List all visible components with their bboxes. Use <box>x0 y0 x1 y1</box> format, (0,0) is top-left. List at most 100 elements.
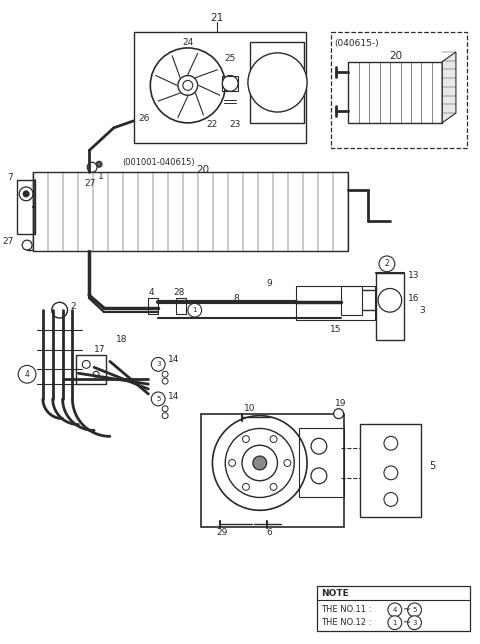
Text: 27: 27 <box>84 180 96 189</box>
Circle shape <box>87 162 97 172</box>
Circle shape <box>270 484 277 490</box>
Circle shape <box>311 439 327 454</box>
Circle shape <box>284 460 291 466</box>
Circle shape <box>242 435 250 442</box>
Bar <box>176 298 186 314</box>
Text: (001001-040615): (001001-040615) <box>122 158 194 167</box>
Bar <box>76 355 106 384</box>
Text: THE NO.11 :: THE NO.11 : <box>321 605 371 614</box>
Circle shape <box>242 484 250 490</box>
Circle shape <box>388 616 402 630</box>
Bar <box>341 285 362 315</box>
Text: 1: 1 <box>393 620 397 626</box>
Text: 6: 6 <box>267 529 273 538</box>
Text: 4: 4 <box>393 607 397 613</box>
Text: 25: 25 <box>225 54 236 63</box>
Text: 21: 21 <box>211 14 224 23</box>
Circle shape <box>22 240 32 250</box>
Text: 1: 1 <box>192 307 197 313</box>
Text: 2: 2 <box>71 302 76 310</box>
Circle shape <box>151 392 165 406</box>
Bar <box>33 172 348 251</box>
Text: 22: 22 <box>207 120 218 129</box>
Circle shape <box>253 456 267 470</box>
Text: 10: 10 <box>244 404 256 413</box>
Bar <box>296 285 375 320</box>
Text: 20: 20 <box>389 51 402 61</box>
Text: 2: 2 <box>384 260 389 269</box>
Circle shape <box>82 361 90 368</box>
Text: 20: 20 <box>196 165 209 175</box>
Bar <box>376 272 404 340</box>
Circle shape <box>334 409 344 419</box>
Circle shape <box>188 303 202 317</box>
Circle shape <box>150 48 225 123</box>
Text: NOTE: NOTE <box>321 589 348 598</box>
Circle shape <box>248 53 307 112</box>
Circle shape <box>311 468 327 484</box>
Bar <box>331 32 467 149</box>
Circle shape <box>23 191 29 197</box>
Text: 4: 4 <box>148 288 154 297</box>
Text: 16: 16 <box>408 294 419 303</box>
Bar <box>317 586 470 630</box>
Text: 7: 7 <box>8 173 13 182</box>
Bar <box>250 42 304 123</box>
Circle shape <box>384 493 398 506</box>
Text: 3: 3 <box>420 306 425 315</box>
Circle shape <box>378 289 402 312</box>
Circle shape <box>162 413 168 419</box>
Circle shape <box>178 75 198 95</box>
Text: 26: 26 <box>139 115 150 124</box>
Circle shape <box>183 80 192 90</box>
Text: (040615-): (040615-) <box>335 39 379 48</box>
Circle shape <box>162 378 168 384</box>
Text: 19: 19 <box>335 399 347 408</box>
Text: 15: 15 <box>330 325 341 334</box>
Bar <box>201 413 344 527</box>
Bar <box>148 298 158 314</box>
Bar <box>299 428 344 497</box>
Bar <box>17 180 35 234</box>
Circle shape <box>379 256 395 272</box>
Circle shape <box>96 161 102 167</box>
Circle shape <box>222 75 238 91</box>
Text: 28: 28 <box>173 288 185 297</box>
Text: 3: 3 <box>156 361 160 367</box>
Circle shape <box>384 466 398 480</box>
Circle shape <box>162 372 168 377</box>
Circle shape <box>388 603 402 617</box>
Text: 5: 5 <box>429 461 435 471</box>
Text: 8: 8 <box>233 294 239 303</box>
Circle shape <box>213 415 307 510</box>
Circle shape <box>242 445 277 480</box>
Bar <box>348 62 442 123</box>
Text: 29: 29 <box>216 529 228 538</box>
Circle shape <box>408 603 421 617</box>
Text: ~: ~ <box>403 618 411 628</box>
Bar <box>360 424 421 517</box>
Text: 3: 3 <box>412 620 417 626</box>
Circle shape <box>162 406 168 412</box>
Circle shape <box>19 187 33 201</box>
Text: 24: 24 <box>182 37 193 46</box>
Circle shape <box>225 428 294 497</box>
Text: 23: 23 <box>229 120 241 129</box>
Text: 5: 5 <box>412 607 417 613</box>
Text: 5: 5 <box>156 396 160 402</box>
Circle shape <box>228 460 236 466</box>
Circle shape <box>52 302 68 318</box>
Text: 13: 13 <box>408 271 419 280</box>
Text: THE NO.12 :: THE NO.12 : <box>321 618 371 627</box>
Circle shape <box>384 437 398 450</box>
Circle shape <box>408 616 421 630</box>
Circle shape <box>270 435 277 442</box>
Circle shape <box>93 372 99 377</box>
Text: 4: 4 <box>24 370 30 379</box>
Text: 14: 14 <box>168 355 180 364</box>
Text: 27: 27 <box>2 236 13 245</box>
Polygon shape <box>442 52 456 123</box>
Text: 17: 17 <box>94 345 106 354</box>
Text: 14: 14 <box>168 392 180 401</box>
Text: 18: 18 <box>116 336 127 345</box>
